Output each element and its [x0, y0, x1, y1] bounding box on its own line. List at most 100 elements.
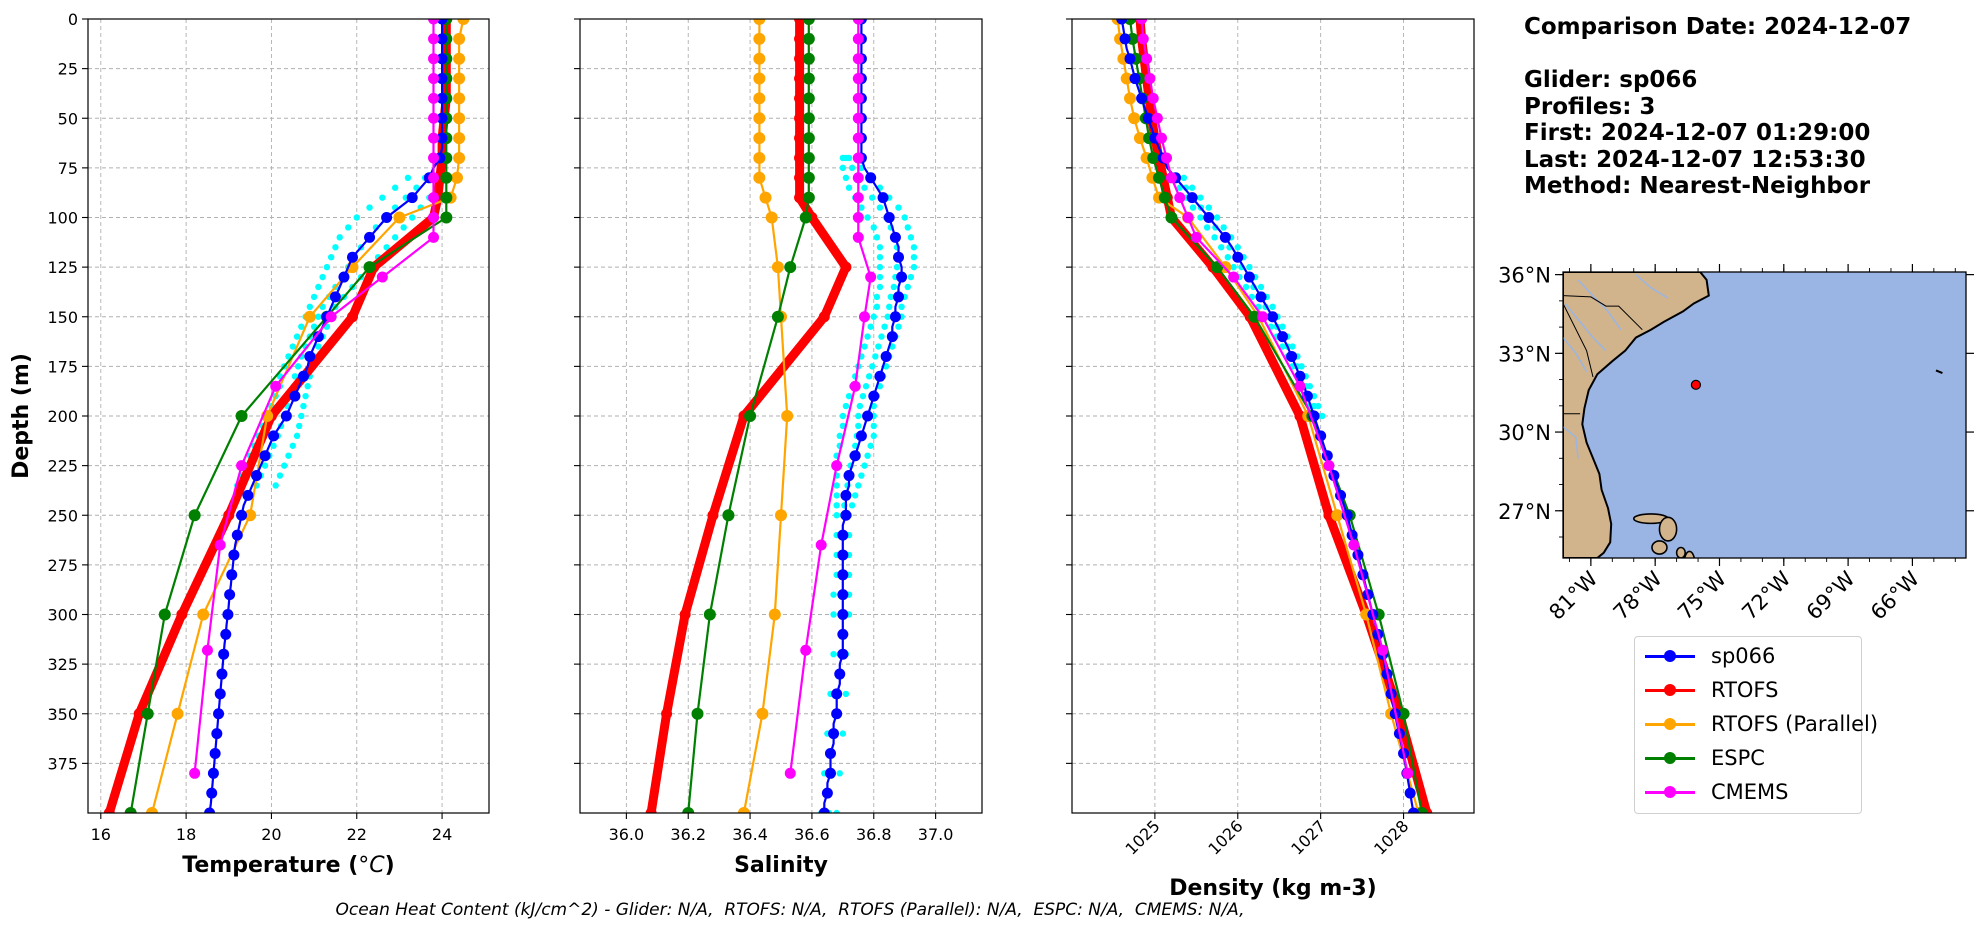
series-point — [453, 72, 466, 85]
series-point — [329, 291, 341, 303]
glider-raw-point — [345, 224, 352, 231]
info-line: Profiles: 3 — [1524, 93, 1656, 120]
glider-raw-point — [315, 313, 322, 320]
legend-label: ESPC — [1711, 746, 1765, 770]
series-point — [828, 728, 840, 740]
series-point — [428, 212, 440, 223]
glider-raw-point — [872, 353, 879, 360]
glider-raw-point — [293, 333, 301, 340]
glider-raw-point — [298, 323, 305, 330]
x-axis-label: Density (kg m-3) — [1169, 876, 1377, 901]
series-point — [220, 628, 232, 640]
series-point — [214, 688, 226, 700]
glider-raw-point — [1230, 263, 1237, 271]
glider-raw-point — [1298, 363, 1305, 370]
glider-raw-point — [873, 234, 881, 241]
glider-raw-point — [876, 254, 884, 261]
glider-raw-point — [859, 392, 867, 400]
salinity-panel: 36.0 36.2 36.4 36.6 36.8 37.0 Salinity — [574, 18, 983, 878]
series-point — [889, 311, 901, 323]
series-cmems — [189, 19, 440, 779]
glider-raw-point — [291, 373, 299, 380]
series-point — [145, 807, 158, 813]
series-point — [204, 807, 216, 813]
series-point — [251, 470, 263, 482]
x-axis-label: Salinity — [734, 853, 828, 878]
series-sp066 — [204, 19, 448, 813]
glider-raw-point — [887, 293, 894, 301]
series-point — [364, 231, 376, 243]
glider-raw-point — [1205, 204, 1212, 211]
glider-raw-point — [855, 412, 862, 420]
series-point — [821, 787, 833, 799]
x-tick-label: 36.4 — [732, 825, 768, 844]
glider-raw-point — [298, 412, 305, 420]
series-point — [428, 172, 440, 184]
glider-raw-point — [261, 462, 269, 469]
island — [1683, 550, 1696, 558]
series-point — [802, 72, 815, 85]
legend-swatch — [1645, 748, 1695, 768]
x-tick-label: 20 — [261, 825, 281, 844]
series-point — [852, 192, 864, 204]
series-point — [436, 132, 448, 144]
glider-raw-point — [1306, 383, 1314, 390]
glider-raw-point — [876, 263, 884, 271]
series-point — [661, 708, 673, 720]
glider-raw-point — [400, 224, 407, 231]
series-point — [1174, 192, 1186, 204]
series-point — [244, 509, 257, 522]
series-point — [171, 707, 184, 720]
series-point — [1228, 271, 1240, 283]
series-point — [189, 767, 201, 779]
series-point — [831, 708, 843, 720]
series-point — [176, 609, 188, 620]
series-point — [235, 410, 248, 422]
series-point — [280, 410, 292, 422]
glider-raw-point — [876, 283, 884, 291]
series-point — [270, 380, 282, 392]
series-point — [428, 92, 440, 104]
glider-raw-point — [833, 512, 840, 519]
x-tick-label: 18 — [176, 825, 196, 844]
y-tick-label: 250 — [47, 506, 78, 525]
river — [1564, 303, 1607, 352]
glider-raw-point — [878, 333, 885, 340]
series-point — [1267, 311, 1279, 323]
glider-raw-point — [884, 313, 891, 320]
series-point — [1331, 509, 1344, 522]
x-tick-label: 37.0 — [918, 825, 954, 844]
series-point — [737, 807, 750, 813]
series-point — [1404, 787, 1416, 799]
series-point — [428, 53, 440, 65]
map-lon-label: 69°W — [1802, 566, 1860, 624]
legend-label: CMEMS — [1711, 780, 1789, 804]
series-point — [744, 410, 757, 422]
legend-swatch — [1645, 680, 1695, 700]
glider-raw-point — [293, 432, 301, 440]
series-point — [1294, 410, 1306, 422]
temperature-panel: 0 25 50 75 100 125 150 175 200 225 250 275 300 325 350… — [9, 10, 490, 878]
glider-raw-point — [323, 263, 331, 271]
glider-raw-point — [276, 472, 284, 479]
series-point — [1255, 291, 1267, 303]
series-line — [1140, 19, 1409, 774]
glider-raw-point — [833, 492, 840, 499]
axes-frame — [579, 18, 983, 814]
series-point — [312, 331, 324, 343]
series-point — [831, 460, 843, 472]
series-point — [453, 112, 466, 125]
series-rtofs-parallel — [145, 19, 470, 813]
series-point — [1133, 132, 1146, 145]
glider-raw-point — [858, 472, 865, 479]
series-point — [1219, 231, 1231, 243]
series-point — [428, 19, 440, 25]
x-tick-label: 36.2 — [670, 825, 706, 844]
glider-raw-point — [836, 432, 843, 440]
series-point — [794, 132, 806, 144]
series-point — [133, 708, 145, 720]
series-point — [794, 112, 806, 124]
series-point — [794, 192, 806, 204]
series-point — [440, 191, 453, 204]
series-point — [325, 311, 337, 323]
